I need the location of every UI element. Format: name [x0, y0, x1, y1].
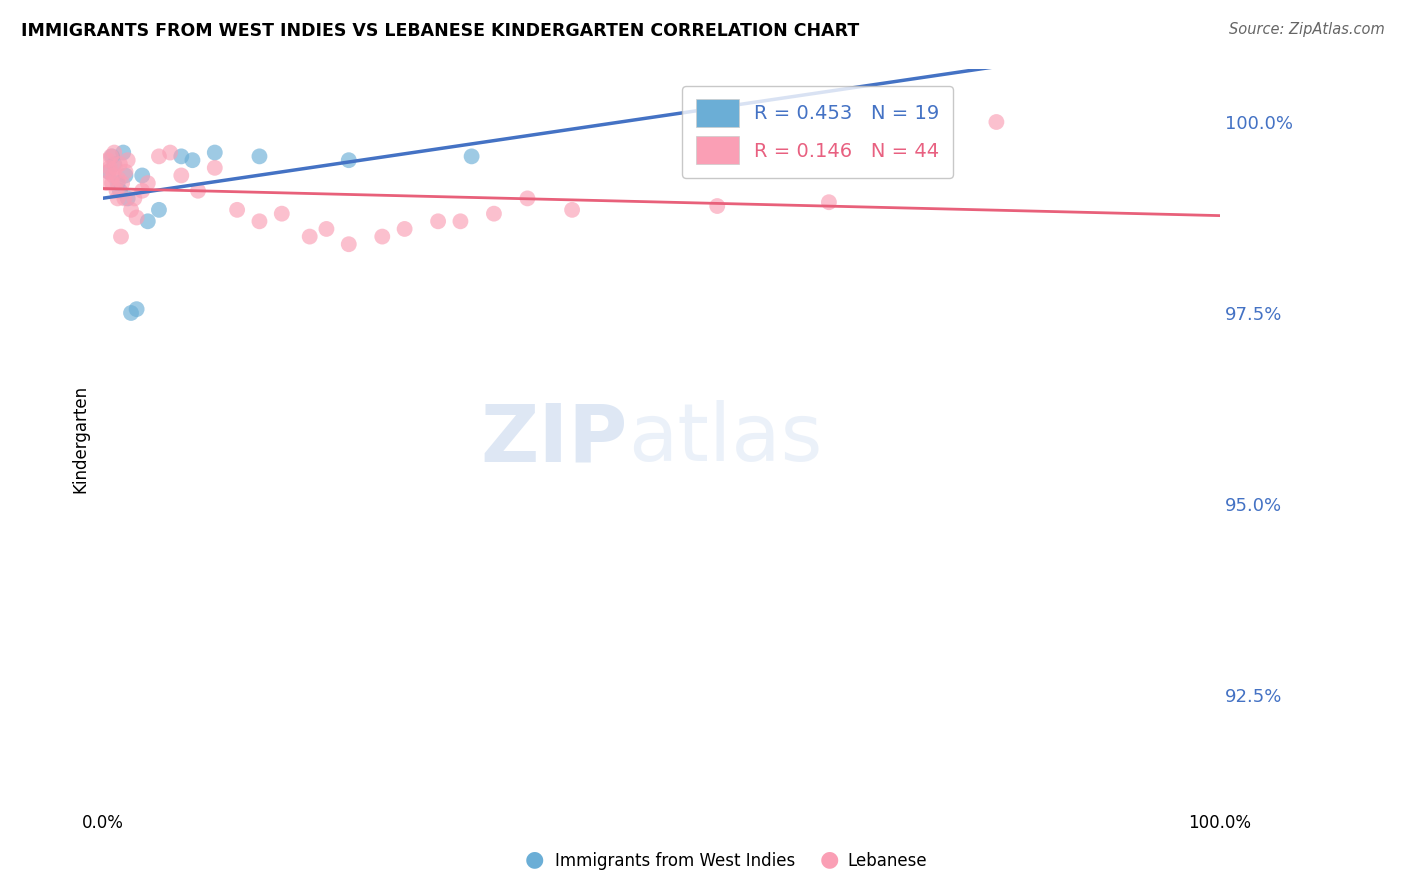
- Point: [125, 302, 148, 317]
- Point: [136, 176, 159, 190]
- Point: [101, 149, 124, 163]
- Point: [112, 191, 135, 205]
- Legend: R = 0.453   N = 19, R = 0.146   N = 44: R = 0.453 N = 19, R = 0.146 N = 44: [682, 86, 953, 178]
- Point: [270, 207, 292, 221]
- Point: [482, 207, 505, 221]
- Point: [131, 184, 153, 198]
- Point: [131, 169, 153, 183]
- Point: [427, 214, 450, 228]
- Point: [460, 149, 482, 163]
- Point: [104, 161, 127, 175]
- Point: [204, 161, 226, 175]
- Point: [114, 164, 136, 178]
- Point: [112, 145, 135, 160]
- Point: [249, 149, 271, 163]
- Point: [516, 191, 538, 205]
- Text: atlas: atlas: [628, 400, 823, 478]
- Point: [449, 214, 471, 228]
- Point: [170, 169, 193, 183]
- Point: [107, 176, 129, 190]
- Point: [298, 229, 321, 244]
- Point: [103, 157, 125, 171]
- Point: [97, 153, 120, 168]
- Point: [249, 214, 271, 228]
- Text: Immigrants from West Indies: Immigrants from West Indies: [555, 852, 796, 870]
- Text: ●: ●: [820, 850, 839, 870]
- Point: [107, 191, 129, 205]
- Text: Lebanese: Lebanese: [848, 852, 928, 870]
- Point: [148, 202, 170, 217]
- Point: [226, 202, 249, 217]
- Point: [108, 157, 131, 171]
- Point: [101, 176, 124, 190]
- Point: [98, 161, 121, 175]
- Point: [120, 202, 142, 217]
- Point: [181, 153, 204, 168]
- Point: [108, 184, 131, 198]
- Point: [111, 176, 134, 190]
- Point: [394, 222, 416, 236]
- Point: [107, 172, 129, 186]
- Point: [159, 145, 181, 160]
- Point: [114, 169, 136, 183]
- Point: [561, 202, 583, 217]
- Point: [117, 191, 139, 205]
- Point: [120, 306, 142, 320]
- Point: [170, 149, 193, 163]
- Point: [136, 214, 159, 228]
- Y-axis label: Kindergarten: Kindergarten: [72, 385, 89, 493]
- Point: [97, 164, 120, 178]
- Text: Source: ZipAtlas.com: Source: ZipAtlas.com: [1229, 22, 1385, 37]
- Point: [96, 176, 118, 190]
- Point: [124, 191, 146, 205]
- Point: [986, 115, 1008, 129]
- Point: [371, 229, 394, 244]
- Point: [204, 145, 226, 160]
- Point: [101, 169, 124, 183]
- Text: ZIP: ZIP: [481, 400, 628, 478]
- Point: [337, 237, 360, 252]
- Point: [187, 184, 209, 198]
- Point: [148, 149, 170, 163]
- Point: [97, 164, 120, 178]
- Text: IMMIGRANTS FROM WEST INDIES VS LEBANESE KINDERGARTEN CORRELATION CHART: IMMIGRANTS FROM WEST INDIES VS LEBANESE …: [21, 22, 859, 40]
- Point: [818, 195, 841, 210]
- Point: [706, 199, 728, 213]
- Text: ●: ●: [524, 850, 544, 870]
- Point: [100, 149, 122, 163]
- Point: [315, 222, 337, 236]
- Point: [125, 211, 148, 225]
- Point: [337, 153, 360, 168]
- Point: [103, 145, 125, 160]
- Point: [105, 184, 128, 198]
- Point: [110, 229, 132, 244]
- Point: [117, 153, 139, 168]
